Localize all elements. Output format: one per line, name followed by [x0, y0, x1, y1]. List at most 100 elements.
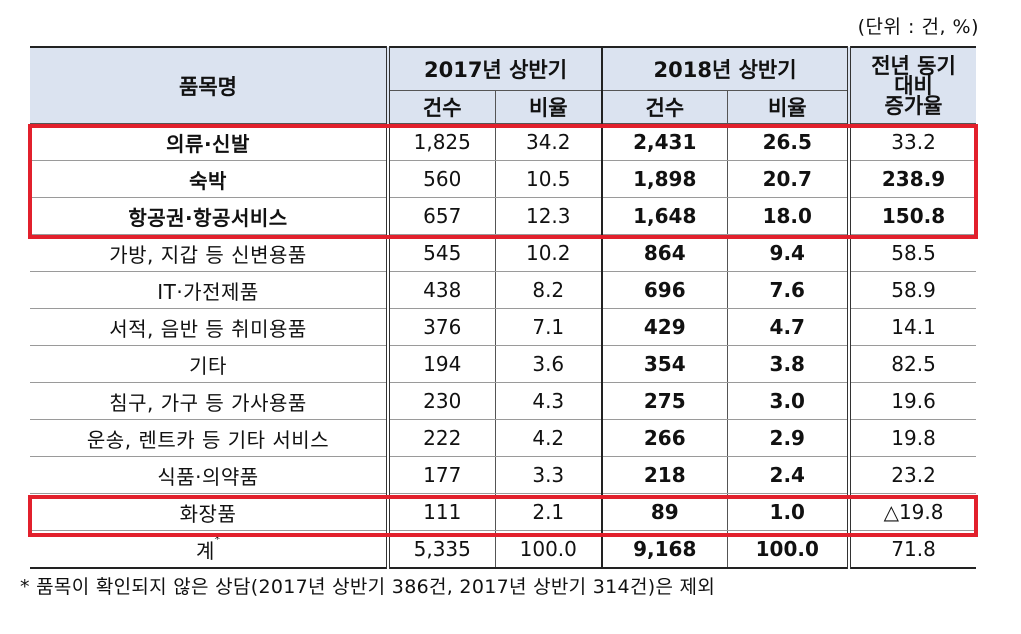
count-2017: 657 [386, 197, 496, 235]
count-2017: 560 [386, 160, 496, 198]
growth-rate: 23.2 [847, 456, 977, 494]
header-ratio-2017: 비율 [494, 90, 603, 124]
table-row: 화장품 111 2.1 89 1.0 △19.8 [30, 493, 977, 531]
count-2017: 438 [386, 271, 496, 309]
header-2018: 2018년 상반기 [601, 46, 851, 91]
table-row: 기타 194 3.6 354 3.8 82.5 [30, 345, 977, 383]
header-growth-line1: 전년 동기 [871, 53, 956, 78]
table-row-total: 계* 5,335 100.0 9,168 100.0 71.8 [30, 530, 977, 569]
ratio-2018: 2.4 [726, 456, 851, 494]
count-2017: 194 [386, 345, 496, 383]
footnote: * 품목이 확인되지 않은 상담(2017년 상반기 386건, 2017년 상… [20, 576, 716, 598]
ratio-2017: 34.2 [494, 123, 603, 161]
count-2018: 354 [601, 345, 728, 383]
ratio-2018: 2.9 [726, 419, 851, 457]
table-row: 가방, 지갑 등 신변용품 545 10.2 864 9.4 58.5 [30, 234, 977, 272]
item-name: 의류·신발 [30, 123, 389, 161]
growth-rate: 238.9 [847, 160, 977, 198]
footnote-mark: * [214, 532, 220, 546]
total-count-2018: 9,168 [601, 530, 728, 569]
growth-rate: 33.2 [847, 123, 977, 161]
item-name: 화장품 [30, 493, 389, 531]
ratio-2018: 3.0 [726, 382, 851, 420]
growth-rate: 58.5 [847, 234, 977, 272]
item-name: 서적, 음반 등 취미용품 [30, 308, 389, 346]
ratio-2017: 8.2 [494, 271, 603, 309]
total-ratio-2018: 100.0 [726, 530, 851, 569]
growth-rate: 14.1 [847, 308, 977, 346]
count-2018: 696 [601, 271, 728, 309]
table-row: IT·가전제품 438 8.2 696 7.6 58.9 [30, 271, 977, 309]
ratio-2018: 18.0 [726, 197, 851, 235]
header-category: 품목명 [30, 46, 389, 124]
count-2018: 2,431 [601, 123, 728, 161]
item-name: 침구, 가구 등 가사용품 [30, 382, 389, 420]
count-2017: 111 [386, 493, 496, 531]
ratio-2017: 10.2 [494, 234, 603, 272]
table-row: 서적, 음반 등 취미용품 376 7.1 429 4.7 14.1 [30, 308, 977, 346]
ratio-2018: 9.4 [726, 234, 851, 272]
item-name: 숙박 [30, 160, 389, 198]
ratio-2018: 26.5 [726, 123, 851, 161]
unit-note: (단위 : 건, %) [857, 16, 979, 38]
ratio-2018: 4.7 [726, 308, 851, 346]
ratio-2017: 3.3 [494, 456, 603, 494]
table-row: 의류·신발 1,825 34.2 2,431 26.5 33.2 [30, 123, 977, 161]
total-ratio-2017: 100.0 [494, 530, 603, 569]
count-2018: 429 [601, 308, 728, 346]
header-2017: 2017년 상반기 [385, 46, 603, 91]
table-row: 항공권·항공서비스 657 12.3 1,648 18.0 150.8 [30, 197, 977, 235]
total-label-text: 계 [196, 538, 215, 563]
ratio-2017: 4.2 [494, 419, 603, 457]
table-row: 운송, 렌트카 등 기타 서비스 222 4.2 266 2.9 19.8 [30, 419, 977, 457]
header-growth-line3: 증가율 [884, 93, 943, 118]
header-growth-line2: 대비 [894, 73, 933, 98]
count-2017: 376 [386, 308, 496, 346]
table-row: 숙박 560 10.5 1,898 20.7 238.9 [30, 160, 977, 198]
ratio-2017: 10.5 [494, 160, 603, 198]
item-name: IT·가전제품 [30, 271, 389, 309]
table-row: 침구, 가구 등 가사용품 230 4.3 275 3.0 19.6 [30, 382, 977, 420]
item-name: 항공권·항공서비스 [30, 197, 389, 235]
header-count-2017: 건수 [386, 90, 496, 124]
statistics-table: 품목명 2017년 상반기 2018년 상반기 전년 동기 대비 증가율 건수 … [30, 46, 977, 569]
item-name: 운송, 렌트카 등 기타 서비스 [30, 419, 389, 457]
growth-rate: 19.6 [847, 382, 977, 420]
count-2018: 864 [601, 234, 728, 272]
ratio-2018: 3.8 [726, 345, 851, 383]
table-row: 식품·의약품 177 3.3 218 2.4 23.2 [30, 456, 977, 494]
item-name: 식품·의약품 [30, 456, 389, 494]
header-ratio-2018: 비율 [726, 90, 851, 124]
item-name: 가방, 지갑 등 신변용품 [30, 234, 389, 272]
ratio-2018: 7.6 [726, 271, 851, 309]
count-2017: 230 [386, 382, 496, 420]
count-2017: 177 [386, 456, 496, 494]
count-2018: 1,648 [601, 197, 728, 235]
total-count-2017: 5,335 [386, 530, 496, 569]
count-2018: 89 [601, 493, 728, 531]
count-2018: 275 [601, 382, 728, 420]
ratio-2017: 4.3 [494, 382, 603, 420]
count-2017: 222 [386, 419, 496, 457]
growth-rate: 82.5 [847, 345, 977, 383]
ratio-2017: 3.6 [494, 345, 603, 383]
item-name: 기타 [30, 345, 389, 383]
table-body: 의류·신발 1,825 34.2 2,431 26.5 33.2 숙박 560 10.5 1,89… [30, 123, 977, 569]
growth-rate: △19.8 [847, 493, 977, 531]
count-2018: 266 [601, 419, 728, 457]
header-count-2018: 건수 [601, 90, 728, 124]
count-2017: 545 [386, 234, 496, 272]
count-2018: 218 [601, 456, 728, 494]
growth-rate: 58.9 [847, 271, 977, 309]
header-growth: 전년 동기 대비 증가율 [847, 46, 977, 124]
count-2017: 1,825 [386, 123, 496, 161]
ratio-2017: 7.1 [494, 308, 603, 346]
ratio-2017: 12.3 [494, 197, 603, 235]
ratio-2017: 2.1 [494, 493, 603, 531]
count-2018: 1,898 [601, 160, 728, 198]
growth-rate: 150.8 [847, 197, 977, 235]
total-growth: 71.8 [847, 530, 977, 569]
ratio-2018: 1.0 [726, 493, 851, 531]
growth-rate: 19.8 [847, 419, 977, 457]
total-label: 계* [30, 530, 389, 569]
